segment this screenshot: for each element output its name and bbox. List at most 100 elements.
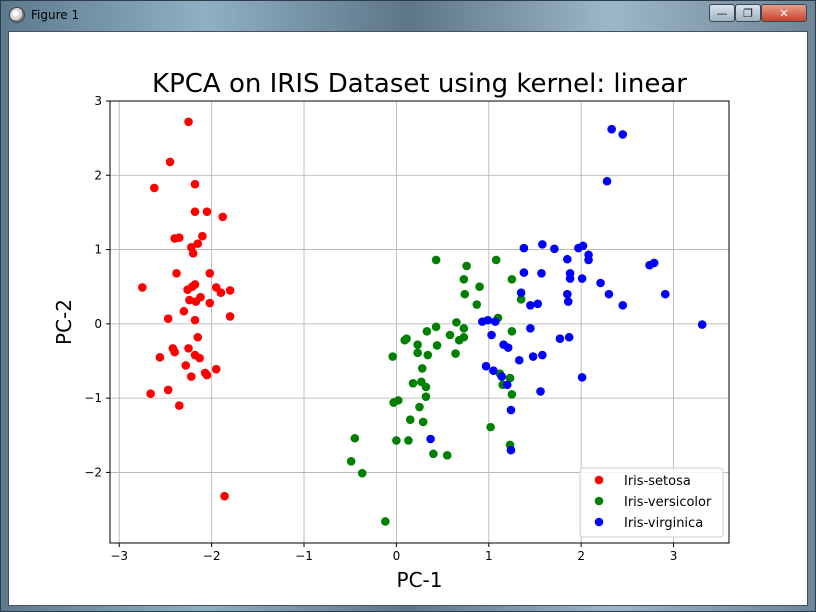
data-point [188, 248, 198, 258]
data-point [193, 332, 203, 342]
data-point [431, 255, 441, 265]
legend-box [579, 467, 724, 538]
data-point [202, 207, 212, 216]
data-point [577, 373, 587, 382]
data-point [506, 405, 516, 415]
data-point [404, 436, 413, 445]
y-tick-label: 2 [94, 168, 102, 182]
x-tick-label: −3 [110, 549, 128, 563]
data-point [381, 517, 390, 526]
data-point [602, 176, 612, 186]
data-point [350, 433, 360, 443]
data-point [596, 278, 605, 288]
data-point [565, 274, 575, 283]
window-title: Figure 1 [31, 8, 80, 22]
data-point [165, 157, 175, 167]
data-point [184, 117, 193, 127]
x-tick-label: 2 [577, 549, 585, 563]
data-point [618, 130, 628, 139]
data-point [187, 372, 196, 381]
data-point [422, 326, 432, 336]
data-point [421, 382, 431, 392]
data-point [185, 295, 194, 305]
data-point [516, 295, 526, 304]
data-point [190, 179, 200, 189]
data-point [506, 445, 516, 455]
figure-canvas: −3 −2 −1 0 1 2 3 −2 −1 0 1 2 3 KPCA on IRIS Dataset u… [8, 31, 808, 606]
data-point [202, 370, 212, 380]
data-point [190, 280, 200, 289]
legend-label: Iris-virginica [624, 516, 703, 531]
data-point [503, 343, 513, 352]
data-point [184, 344, 193, 353]
data-point [564, 332, 574, 342]
data-point [150, 183, 159, 193]
x-tick-label: 0 [393, 549, 401, 563]
data-point [413, 340, 422, 349]
data-point [563, 297, 573, 306]
data-point [432, 341, 442, 350]
data-point [451, 349, 460, 358]
data-point [181, 361, 191, 370]
chart-title: KPCA on IRIS Dataset using kernel: linea… [152, 69, 687, 99]
data-point [170, 347, 179, 357]
data-point [533, 299, 543, 309]
data-point [179, 306, 189, 316]
data-point [138, 283, 147, 292]
data-point [205, 298, 215, 308]
data-point [454, 335, 464, 345]
scatter-plot: −3 −2 −1 0 1 2 3 −2 −1 0 1 2 3 KPCA on IRIS Dataset u… [52, 69, 730, 592]
data-point [423, 350, 433, 360]
data-point [452, 318, 461, 327]
data-point [442, 451, 452, 460]
data-point [163, 314, 173, 323]
data-point [459, 274, 469, 284]
data-point [225, 286, 235, 295]
data-point [483, 315, 493, 325]
data-point [538, 240, 547, 249]
minimize-button[interactable]: — [709, 4, 735, 22]
data-point [497, 372, 507, 381]
title-bar[interactable]: Figure 1 — ❐ ✕ [1, 1, 815, 29]
x-tick-label: −2 [203, 549, 221, 563]
data-point [697, 320, 707, 329]
data-point [577, 274, 587, 283]
x-tick-label: 3 [670, 549, 678, 563]
x-axis-label: PC-1 [397, 568, 443, 592]
data-point [218, 212, 228, 222]
data-point [486, 422, 495, 432]
matplotlib-app-icon [9, 7, 25, 23]
x-tick-label: 1 [485, 549, 493, 563]
data-point [190, 315, 200, 325]
series-iris-setosa [138, 117, 235, 501]
data-point [563, 289, 572, 299]
x-tick-label: −1 [295, 549, 313, 563]
y-tick-label: −2 [84, 465, 102, 479]
legend-label: Iris-versicolor [624, 495, 712, 510]
data-point [174, 401, 184, 410]
data-point [163, 385, 173, 395]
data-point [507, 326, 517, 336]
data-point [405, 415, 415, 424]
data-point [146, 389, 155, 398]
data-point [357, 468, 367, 478]
data-point [490, 317, 500, 326]
data-point [563, 254, 572, 264]
data-point [429, 449, 438, 459]
data-point [211, 364, 221, 374]
y-tick-label: 0 [94, 317, 102, 331]
data-point [536, 387, 545, 396]
data-point [519, 268, 529, 277]
series-iris-virginica [426, 124, 707, 455]
data-point [415, 402, 424, 412]
data-point [604, 289, 614, 299]
data-point [216, 288, 226, 297]
close-button[interactable]: ✕ [761, 4, 807, 22]
maximize-button[interactable]: ❐ [735, 4, 761, 22]
data-point [505, 373, 515, 383]
data-point [537, 269, 546, 278]
data-point [550, 244, 559, 254]
data-point [193, 239, 203, 248]
data-point [519, 243, 529, 253]
